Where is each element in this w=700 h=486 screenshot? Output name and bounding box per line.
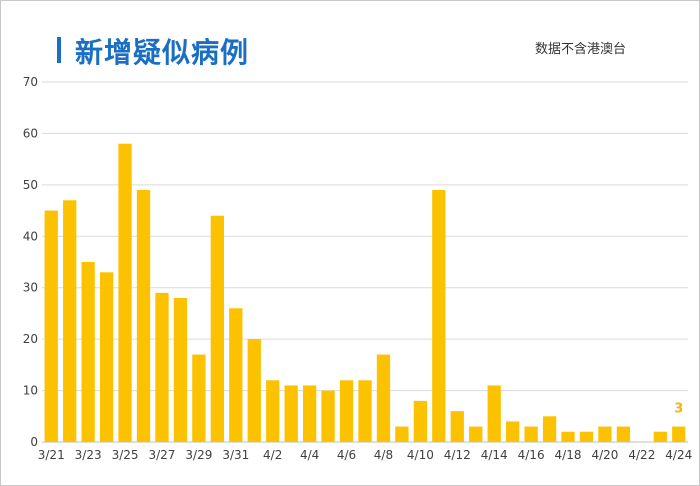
bar [210,215,224,442]
bar [432,190,446,442]
x-tick-label: 4/10 [407,448,434,462]
x-tick-label: 3/21 [38,448,65,462]
bar [63,200,77,442]
bar [155,292,169,442]
bar [450,411,464,442]
y-tick-label: 60 [23,126,38,140]
bar [616,426,631,442]
bar [266,380,280,442]
bar [579,431,594,442]
bar [302,385,317,442]
x-tick-label: 3/29 [185,448,212,462]
y-tick-label: 10 [23,384,38,398]
bar [672,426,686,442]
y-tick-label: 0 [30,435,38,449]
bar [598,426,612,442]
x-tick-label: 4/24 [665,448,692,462]
x-axis-ticks: 3/21 3/23 3/25 3/27 3/29 3/31 4/2 4/4 4/6 4/8 4/10… [38,448,692,462]
data-labels: 3 [674,402,683,417]
bar [506,421,520,442]
bar [81,262,95,442]
bar [339,380,354,442]
bar [413,400,428,442]
bar [542,416,557,442]
x-tick-label: 4/14 [481,448,508,462]
y-tick-label: 50 [23,178,38,192]
bar [173,298,188,442]
x-tick-label: 4/16 [518,448,545,462]
bar [358,380,372,442]
x-tick-label: 4/12 [444,448,471,462]
x-tick-label: 4/18 [555,448,582,462]
bar [524,426,538,442]
y-tick-label: 40 [23,229,38,243]
x-tick-label: 3/27 [148,448,175,462]
y-tick-label: 30 [23,281,38,295]
bar [118,143,132,442]
bar [136,190,151,442]
x-tick-label: 4/2 [263,448,282,462]
bar [469,426,483,442]
data-note: 数据不含港澳台 [535,42,627,57]
bar [192,354,206,442]
bar [487,385,501,442]
y-tick-label: 70 [23,75,38,89]
x-tick-label: 4/8 [374,448,393,462]
x-tick-label: 4/20 [591,448,618,462]
title-accent-bar [57,37,61,63]
data-label: 3 [674,402,683,417]
x-tick-label: 4/22 [628,448,655,462]
bar [229,308,243,442]
bar [247,339,261,442]
bar [561,431,575,442]
x-tick-label: 3/25 [112,448,139,462]
chart-title: 新增疑似病例 [75,36,250,69]
bar [99,272,114,442]
y-tick-label: 20 [23,332,38,346]
x-tick-label: 4/6 [337,448,356,462]
x-tick-label: 4/4 [300,448,319,462]
bars [44,143,686,442]
y-axis-ticks: 0 10 20 30 40 50 60 70 [23,75,38,449]
bar [376,354,391,442]
bar [395,426,409,442]
bar [321,390,335,442]
bar [44,210,58,442]
x-tick-label: 3/23 [75,448,102,462]
x-tick-label: 3/31 [222,448,249,462]
bar [284,385,298,442]
bar [653,431,667,442]
